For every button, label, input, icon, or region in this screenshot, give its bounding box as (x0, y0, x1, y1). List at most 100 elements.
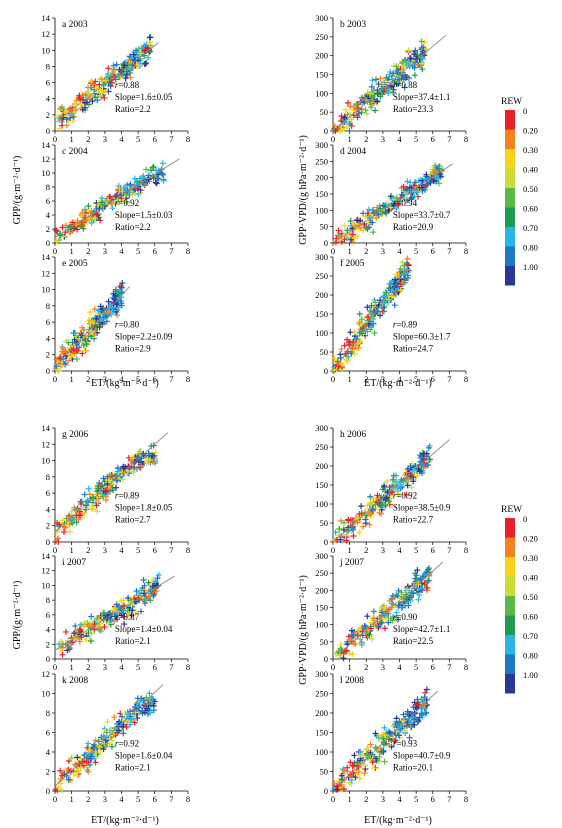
stat-f-2: Ratio=24.7 (393, 344, 434, 354)
x-tick-label: 4 (397, 662, 402, 672)
x-tick-label: 0 (53, 662, 57, 672)
legend-title: REW (501, 97, 522, 107)
data-point-f (377, 312, 384, 319)
data-point-k (121, 710, 128, 717)
stat-k-0: r=0.92 (115, 739, 139, 749)
data-point-g (86, 491, 93, 498)
data-point-g (84, 497, 91, 504)
data-point-l (393, 728, 400, 735)
data-point-i (100, 609, 107, 616)
data-point-g (102, 487, 109, 494)
data-point-c (133, 182, 140, 189)
stat-h-0: r=0.92 (393, 491, 417, 501)
legend-label: 1.00 (523, 670, 538, 680)
stat-l-0: r=0.93 (393, 739, 418, 749)
data-point-h (404, 482, 411, 489)
data-point-l (364, 744, 371, 751)
data-point-g (62, 524, 69, 531)
data-point-k (86, 747, 93, 754)
data-point-c (60, 233, 67, 240)
x-tick-label: 7 (447, 374, 451, 384)
data-point-j (414, 567, 421, 574)
data-point-g (124, 468, 131, 475)
data-point-a (111, 67, 118, 74)
panel-title-d: d 2004 (340, 147, 366, 157)
data-point-j (382, 615, 389, 622)
data-point-a (105, 65, 112, 72)
data-point-b (369, 77, 376, 84)
data-point-b (385, 90, 392, 97)
data-point-j (367, 625, 374, 632)
data-point-c (53, 227, 60, 234)
data-point-i (94, 615, 101, 622)
data-point-i (154, 575, 161, 582)
data-point-a (102, 77, 109, 84)
data-point-b (401, 63, 408, 70)
x-tick-label: 6 (153, 662, 157, 672)
data-point-c (92, 215, 99, 222)
fit-line-c (54, 158, 180, 238)
data-point-b (405, 47, 412, 54)
y-tick-label: 6 (46, 610, 50, 620)
data-point-j (405, 602, 412, 609)
data-point-l (413, 704, 420, 711)
data-point-d (436, 166, 443, 173)
data-point-l (356, 775, 363, 782)
data-point-k (144, 701, 151, 708)
x-tick-label: 5 (414, 134, 418, 144)
y-tick-label: 0 (46, 654, 50, 664)
stat-j-0: r=0.90 (393, 612, 418, 622)
data-point-j (340, 655, 347, 662)
y-tick-label: 12 (42, 29, 51, 39)
data-point-h (395, 490, 402, 497)
x-tick-label: 4 (397, 246, 402, 256)
data-point-k (92, 748, 99, 755)
y-tick-label: 200 (315, 585, 328, 595)
x-tick-label: 5 (414, 662, 418, 672)
data-point-e (118, 282, 125, 289)
data-point-c (120, 184, 127, 191)
data-point-a (63, 122, 70, 129)
data-point-k (143, 705, 150, 712)
x-tick-label: 2 (364, 662, 368, 672)
data-point-h (413, 472, 420, 479)
y-tick-label: 2 (46, 224, 50, 234)
data-point-b (344, 99, 351, 106)
data-point-i (125, 595, 132, 602)
x-tick-label: 4 (119, 374, 124, 384)
data-point-g (56, 521, 63, 528)
data-point-h (350, 518, 357, 525)
data-point-k (108, 743, 115, 750)
legend-label: 0.30 (523, 145, 538, 155)
data-point-e (119, 280, 126, 287)
data-point-b (382, 78, 389, 85)
data-point-a (113, 61, 120, 68)
data-point-e (93, 315, 100, 322)
data-point-e (57, 354, 64, 361)
x-tick-label: 5 (414, 374, 418, 384)
data-point-k (144, 710, 151, 717)
x-tick-label: 7 (169, 246, 173, 256)
data-point-g (106, 472, 113, 479)
data-point-i (140, 577, 147, 584)
data-point-l (369, 759, 376, 766)
data-point-b (388, 83, 395, 90)
data-point-d (407, 179, 414, 186)
y-tick-label: 6 (46, 728, 50, 738)
data-point-f (345, 353, 352, 360)
x-tick-label: 7 (169, 545, 173, 555)
data-point-a (59, 106, 66, 113)
data-point-d (354, 217, 361, 224)
data-point-d (430, 169, 437, 176)
data-point-i (129, 607, 136, 614)
data-point-h (404, 470, 411, 477)
y-tick-label: 0 (324, 654, 328, 664)
data-point-k (146, 690, 153, 697)
data-point-l (359, 758, 366, 765)
data-point-j (355, 627, 362, 634)
y-tick-label: 250 (315, 442, 328, 452)
legend-title: REW (501, 505, 522, 515)
data-point-f (372, 299, 379, 306)
data-point-d (364, 210, 371, 217)
data-point-h (343, 537, 350, 544)
